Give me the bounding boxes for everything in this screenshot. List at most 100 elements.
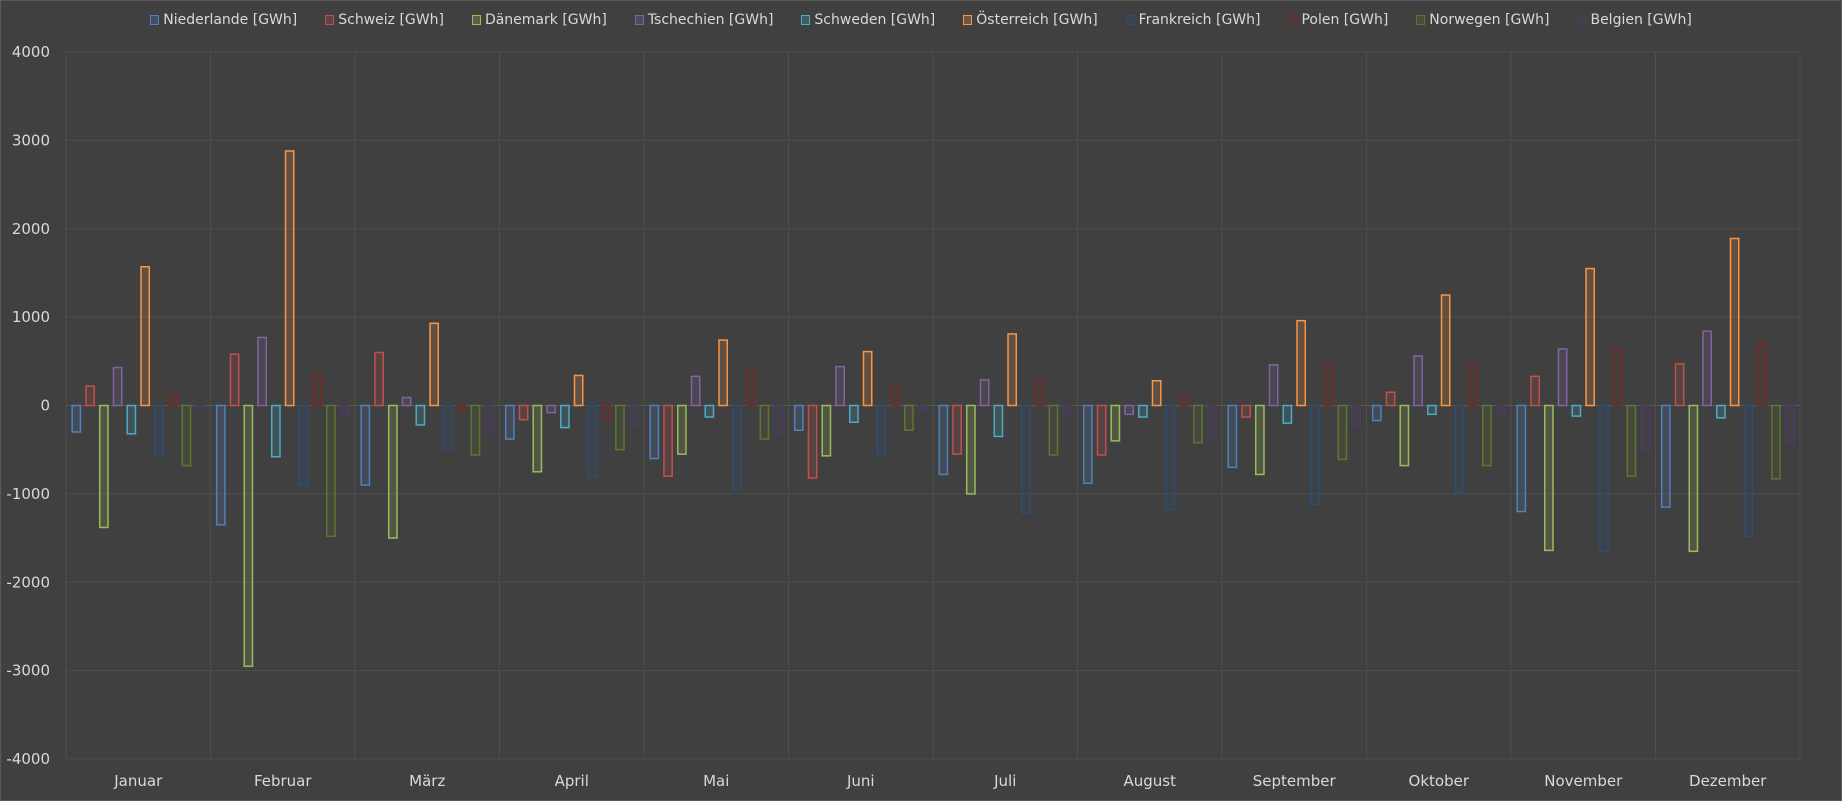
bar-norwegen-februar	[326, 404, 336, 538]
bar-schweiz-marz	[374, 351, 384, 407]
bar-niederlande-januar	[71, 404, 82, 433]
bar-polen-april	[601, 404, 612, 420]
bar-osterreich-august	[1151, 380, 1162, 407]
bar-schweden-september	[1282, 404, 1293, 424]
bar-norwegen-januar	[181, 404, 192, 467]
legend-swatch	[963, 15, 973, 25]
x-tick-label: November	[1544, 772, 1623, 790]
bar-tschechien-dezember	[1702, 330, 1712, 407]
bar-tschechien-januar	[112, 366, 123, 407]
bar-norwegen-oktober	[1482, 404, 1492, 467]
legend-label: Dänemark [GWh]	[484, 12, 607, 28]
bar-danemark-februar	[243, 404, 254, 667]
bar-frankreich-september	[1310, 404, 1320, 506]
bar-tschechien-oktober	[1413, 355, 1423, 407]
bar-tschechien-november	[1557, 348, 1568, 407]
x-tick-label: Juni	[846, 772, 875, 790]
bar-danemark-november	[1543, 404, 1554, 552]
bar-niederlande-juni	[793, 404, 804, 431]
y-tick-label: 0	[40, 397, 50, 415]
bar-niederlande-april	[504, 404, 515, 440]
legend-item-tschechien: Tschechien [GWh]	[634, 12, 773, 28]
bar-osterreich-april	[573, 374, 584, 407]
legend-swatch	[1577, 15, 1587, 25]
bar-schweden-juni	[848, 404, 859, 424]
legend-item-osterreich: Österreich [GWh]	[963, 12, 1098, 28]
legend-item-schweden: Schweden [GWh]	[801, 12, 935, 28]
bar-niederlande-dezember	[1660, 404, 1671, 508]
bar-tschechien-juni	[835, 365, 845, 407]
legend-item-norwegen: Norwegen [GWh]	[1416, 12, 1549, 28]
x-tick-label: Dezember	[1689, 772, 1767, 790]
legend-label: Niederlande [GWh]	[163, 12, 298, 28]
bar-belgien-november	[1640, 404, 1651, 451]
bar-polen-marz	[456, 404, 467, 411]
bar-frankreich-oktober	[1454, 404, 1465, 493]
bar-belgien-mai	[773, 404, 784, 435]
y-tick-label: 3000	[12, 131, 50, 149]
bar-belgien-september	[1351, 404, 1362, 428]
bar-schweden-februar	[270, 404, 281, 458]
x-tick-label: März	[409, 772, 445, 790]
bar-schweden-august	[1137, 404, 1148, 418]
bar-schweiz-dezember	[1674, 363, 1685, 407]
bar-polen-oktober	[1468, 362, 1479, 407]
bar-schweden-dezember	[1715, 404, 1726, 419]
legend-item-polen: Polen [GWh]	[1288, 12, 1388, 28]
x-axis-labels: Januar Februar März April Mai Juni Juli August S…	[113, 772, 1767, 790]
bar-frankreich-marz	[443, 404, 453, 451]
bar-schweiz-juli	[952, 404, 962, 455]
bar-niederlande-juli	[938, 404, 949, 476]
bar-danemark-september	[1254, 404, 1265, 476]
bar-polen-november	[1612, 348, 1623, 407]
bar-norwegen-september	[1337, 404, 1348, 461]
x-tick-label: August	[1124, 772, 1177, 790]
y-tick-label: -2000	[6, 573, 50, 591]
legend-swatch	[471, 15, 481, 25]
bar-osterreich-dezember	[1729, 237, 1740, 407]
bar-schweiz-april	[518, 404, 529, 421]
legend-swatch	[150, 15, 160, 25]
bar-belgien-april	[628, 404, 639, 426]
bar-schweiz-november	[1530, 375, 1540, 407]
bar-danemark-oktober	[1399, 404, 1410, 467]
bar-schweden-juli	[993, 404, 1004, 438]
bar-schweden-marz	[415, 404, 426, 426]
bar-schweden-april	[559, 404, 570, 429]
bar-osterreich-mai	[718, 339, 729, 407]
bar-tschechien-februar	[257, 336, 267, 407]
x-tick-label: Oktober	[1409, 772, 1470, 790]
bars	[71, 150, 1795, 667]
bar-schweiz-juni	[807, 404, 818, 479]
legend-swatch	[1125, 15, 1135, 25]
x-tick-label: April	[555, 772, 589, 790]
legend-item-danemark: Dänemark [GWh]	[471, 12, 607, 28]
bar-tschechien-april	[546, 404, 556, 414]
bar-belgien-august	[1206, 404, 1217, 440]
bar-niederlande-august	[1082, 404, 1093, 485]
bar-danemark-juni	[821, 404, 832, 457]
x-tick-label: Januar	[113, 772, 163, 790]
bar-osterreich-juni	[862, 350, 873, 407]
bar-belgien-marz	[484, 404, 495, 437]
bar-polen-juni	[890, 386, 901, 407]
bar-tschechien-marz	[401, 396, 412, 407]
bar-belgien-oktober	[1495, 404, 1506, 415]
bar-frankreich-juli	[1021, 404, 1031, 515]
bar-osterreich-januar	[140, 266, 151, 407]
bar-norwegen-mai	[759, 404, 770, 440]
bar-norwegen-marz	[470, 404, 481, 456]
bar-schweden-mai	[704, 404, 715, 418]
bar-polen-august	[1179, 393, 1190, 407]
legend: Niederlande [GWh] Schweiz [GWh] Dänemark […	[0, 0, 1842, 40]
bar-niederlande-oktober	[1371, 404, 1382, 422]
bar-niederlande-september	[1227, 404, 1238, 469]
bar-schweden-oktober	[1426, 404, 1437, 416]
bar-polen-juli	[1034, 379, 1045, 407]
y-tick-label: 1000	[12, 308, 50, 326]
bar-belgien-februar	[339, 404, 350, 416]
bar-tschechien-august	[1124, 404, 1134, 416]
bar-belgien-juni	[917, 404, 928, 412]
legend-swatch	[801, 15, 811, 25]
